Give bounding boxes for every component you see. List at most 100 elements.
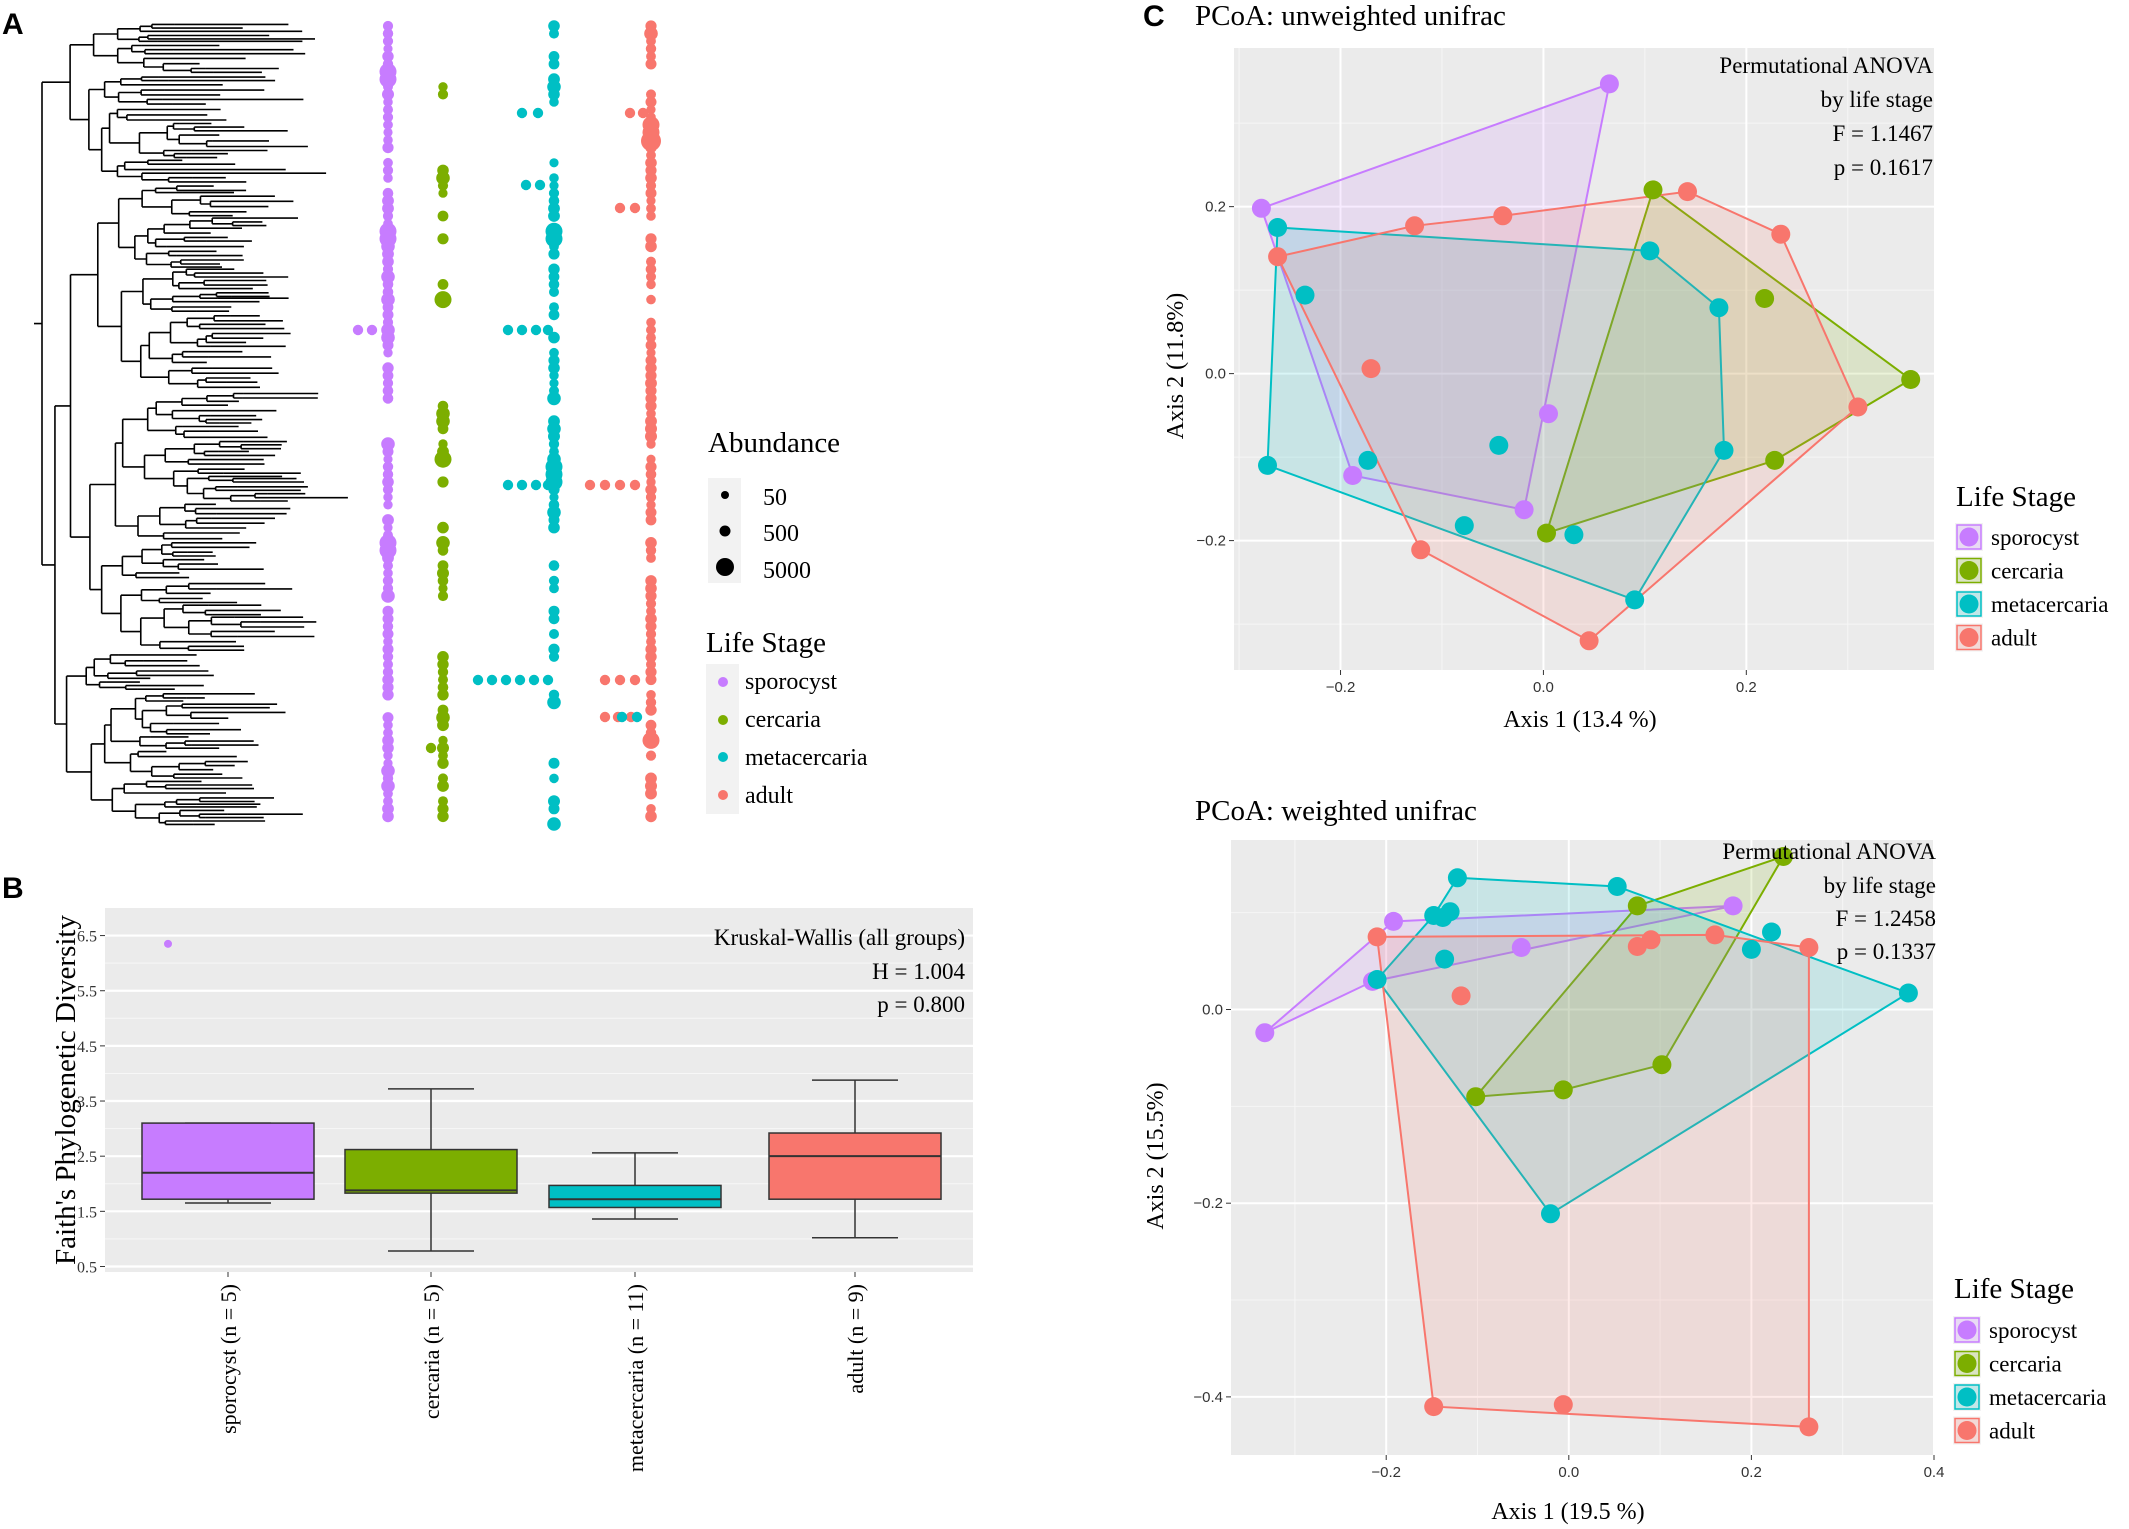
abundance-dot-sporocyst xyxy=(382,651,394,662)
abundance-dot-adult xyxy=(645,628,657,640)
abundance-dot-sporocyst xyxy=(383,44,393,54)
pcoa-weighted-point-adult xyxy=(1705,925,1725,945)
abundance-dot-metacercaria xyxy=(520,179,532,191)
abundance-dot-adult xyxy=(645,43,657,54)
abundance-dot-metacercaria xyxy=(528,674,540,686)
pcoa-weighted-point-adult xyxy=(1553,1395,1573,1415)
abundance-dot-cercaria xyxy=(437,279,449,290)
abundance-dot-cercaria xyxy=(434,450,452,468)
abundance-dot-cercaria xyxy=(436,171,450,185)
abundance-dot-cercaria xyxy=(437,689,449,701)
abundance-dot-adult xyxy=(646,477,656,487)
abundance-dot-cercaria xyxy=(437,590,449,602)
abundance-dot-metacercaria xyxy=(547,391,561,406)
abundance-dot-sporocyst xyxy=(383,104,393,115)
abundance-dot-adult xyxy=(646,279,656,290)
abundance-dot-sporocyst xyxy=(382,370,394,381)
abundance-dot-metacercaria xyxy=(548,757,560,769)
abundance-dot-adult xyxy=(646,89,656,100)
pcoa-unweighted-point-adult xyxy=(1771,224,1791,244)
abundance-dot-adult xyxy=(646,500,656,510)
pcoa-weighted-hull-cercaria xyxy=(1473,854,1786,1098)
pcoa-unweighted-legend-key-metacercaria xyxy=(1959,594,1979,614)
abundance-dot-adult xyxy=(645,651,657,663)
abundance-dot-cercaria xyxy=(437,210,449,222)
abundance-dot-sporocyst xyxy=(382,628,394,640)
pcoa-unweighted-plot: PCoA: unweighted unifrac −0.2 0.0 0.2 −0.2 0… xyxy=(1163,0,2108,733)
abundance-dot-adult xyxy=(646,203,656,214)
abundance-dot-metacercaria xyxy=(516,324,528,336)
abundance-dot-sporocyst xyxy=(383,720,393,730)
abundance-dot-cercaria xyxy=(438,82,448,92)
abundance-dot-cercaria xyxy=(437,658,449,671)
abundance-key-medium-dot xyxy=(719,525,731,537)
abundance-dot-sporocyst xyxy=(382,202,394,215)
abundance-dot-sporocyst xyxy=(383,119,393,130)
abundance-dot-cercaria xyxy=(438,674,448,685)
pcoa-unweighted-point-cercaria xyxy=(1765,450,1785,470)
abundance-dot-metacercaria xyxy=(548,643,560,655)
abundance-dot-metacercaria xyxy=(530,479,542,491)
pcoa-unweighted-legend-title: Life Stage xyxy=(1956,481,2076,513)
abundance-dot-sporocyst xyxy=(382,385,394,397)
abundance-dot-sporocyst xyxy=(382,339,394,351)
abundance-dot-sporocyst xyxy=(383,157,393,168)
abundance-dot-adult xyxy=(646,105,656,115)
pcoa-unweighted-legend-key-cercaria xyxy=(1959,561,1979,580)
abundance-dot-sporocyst xyxy=(381,292,395,307)
abundance-dot-adult xyxy=(645,810,657,823)
pcoa-weighted-legend-label-sporocyst: sporocyst xyxy=(1989,1318,2078,1343)
abundance-dot-metacercaria xyxy=(548,279,560,290)
abundance-dot-adult xyxy=(645,339,657,351)
abundance-dot-metacercaria xyxy=(549,378,559,388)
abundance-dot-sporocyst xyxy=(381,764,395,778)
abundance-dot-sporocyst xyxy=(382,362,394,374)
pcoa-weighted-legend-key-metacercaria xyxy=(1957,1387,1977,1407)
abundance-dot-sporocyst xyxy=(383,659,393,670)
pcoa-unweighted-point-metacercaria xyxy=(1268,218,1288,237)
abundance-dot-metacercaria xyxy=(548,271,560,283)
pcoa-weighted-legend-key-sporocyst xyxy=(1957,1320,1977,1340)
pcoa-weighted-point-cercaria xyxy=(1652,1055,1672,1075)
abundance-dot-sporocyst xyxy=(382,742,394,754)
abundance-dot-sporocyst xyxy=(382,36,394,47)
pcoa-unweighted-point-metacercaria xyxy=(1640,241,1660,261)
abundance-dot-adult xyxy=(645,263,657,275)
abundance-dot-adult xyxy=(645,400,657,412)
pcoa-unweighted-point-adult xyxy=(1405,216,1425,236)
pcoa-unweighted-point-sporocyst xyxy=(1251,198,1271,218)
abundance-dot-sporocyst xyxy=(382,476,394,488)
pcoa-weighted-x-tick-label: −0.2 xyxy=(1371,1464,1401,1481)
abundance-dot-adult xyxy=(646,454,656,464)
pcoa-weighted-point-adult xyxy=(1799,1417,1819,1437)
pcoa-weighted-point-sporocyst xyxy=(1511,938,1531,957)
pcoa-weighted-x-tick-label: 0.4 xyxy=(1924,1464,1945,1481)
pcoa-weighted-point-adult xyxy=(1424,1397,1444,1417)
abundance-dot-cercaria xyxy=(437,742,449,754)
abundance-dot-sporocyst xyxy=(382,88,394,101)
abundance-dot-adult xyxy=(645,180,657,191)
abundance-dot-sporocyst xyxy=(383,788,393,799)
faith-y-tick-label: 3.5 xyxy=(77,1094,97,1111)
abundance-dot-metacercaria xyxy=(549,583,559,594)
abundance-key-small-dot xyxy=(721,491,729,499)
abundance-dot-adult xyxy=(642,731,660,749)
faith-y-axis-label: Faith's Phylogenetic Diversity xyxy=(50,915,82,1265)
abundance-dot-metacercaria xyxy=(548,803,560,815)
abundance-dot-metacercaria xyxy=(548,263,560,275)
abundance-dot-metacercaria xyxy=(549,241,559,252)
abundance-dot-metacercaria xyxy=(549,347,559,358)
abundance-dot-cercaria xyxy=(438,750,448,761)
pcoa-unweighted-point-metacercaria xyxy=(1625,590,1645,610)
abundance-dot-metacercaria xyxy=(548,210,560,222)
pcoa-weighted-point-sporocyst xyxy=(1255,1023,1275,1043)
pcoa-unweighted-point-metacercaria xyxy=(1358,450,1378,470)
faith-plot-background xyxy=(105,908,973,1272)
abundance-dot-sporocyst xyxy=(381,589,395,603)
faith-box-body xyxy=(344,1148,518,1194)
abundance-dot-adult xyxy=(599,479,611,491)
abundance-dot-sporocyst xyxy=(382,309,394,321)
pcoa-weighted-legend-title: Life Stage xyxy=(1954,1273,2074,1305)
faith-y-tick-label: 1.5 xyxy=(77,1204,97,1221)
abundance-dot-sporocyst xyxy=(383,97,393,107)
